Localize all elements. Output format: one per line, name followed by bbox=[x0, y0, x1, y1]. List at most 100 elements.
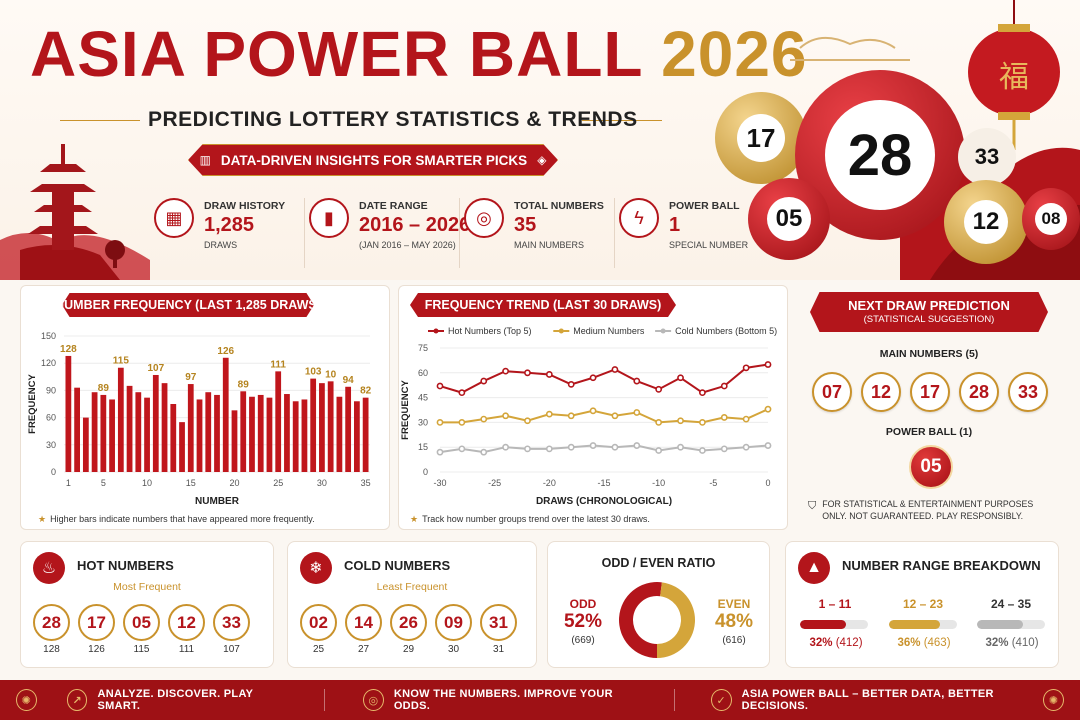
lantern-character: 福 bbox=[999, 60, 1029, 95]
data-point bbox=[458, 445, 466, 453]
ball-05: 05 bbox=[748, 178, 830, 260]
range-title: NUMBER RANGE BREAKDOWN bbox=[842, 558, 1041, 573]
data-point bbox=[611, 412, 619, 420]
footer-text: ASIA POWER BALL – BETTER DATA, BETTER DE… bbox=[741, 688, 994, 712]
bar bbox=[74, 387, 80, 472]
emblem-icon: ✺ bbox=[1043, 689, 1064, 711]
data-point bbox=[720, 445, 728, 453]
footer-text: ANALYZE. DISCOVER. PLAY SMART. bbox=[97, 688, 254, 712]
footer: ✺ ↗ ANALYZE. DISCOVER. PLAY SMART. ◎ KNO… bbox=[0, 680, 1080, 720]
even-stat: EVEN 48% (616) bbox=[706, 597, 762, 646]
ball-33: 33 bbox=[958, 128, 1016, 186]
emblem-icon: ✺ bbox=[16, 689, 37, 711]
range-label-1: 1 – 11 bbox=[800, 597, 870, 611]
range-percent: 32% bbox=[985, 637, 1009, 649]
number-count: 128 bbox=[43, 644, 60, 655]
number-ball: 31 bbox=[480, 604, 517, 641]
data-point bbox=[698, 419, 706, 426]
data-point bbox=[742, 415, 750, 423]
data-point bbox=[677, 417, 684, 425]
list-item: 31 31 bbox=[480, 604, 517, 655]
y-tick-label: 0 bbox=[423, 467, 428, 477]
data-point bbox=[633, 377, 641, 385]
bar bbox=[100, 394, 107, 472]
data-label: 115 bbox=[113, 356, 130, 367]
cold-numbers-title: COLD NUMBERS bbox=[344, 558, 451, 573]
data-point bbox=[764, 361, 772, 368]
diamond-icon: ◈ bbox=[537, 153, 547, 167]
star-icon: ★ bbox=[38, 514, 47, 524]
ball-number: 33 bbox=[974, 144, 1000, 169]
data-point bbox=[436, 382, 444, 390]
number-count: 107 bbox=[223, 644, 240, 655]
ball-number: 12 bbox=[964, 200, 1008, 244]
subtitle-line-left bbox=[60, 120, 140, 121]
data-point bbox=[545, 445, 553, 453]
bar bbox=[187, 384, 194, 472]
stat-draw-history: ▦ DRAW HISTORY 1,285 DRAWS bbox=[150, 198, 305, 268]
bar bbox=[284, 394, 290, 472]
main-numbers-label: MAIN NUMBERS (5) bbox=[879, 348, 979, 360]
number-count: 31 bbox=[492, 644, 505, 655]
data-point bbox=[524, 445, 531, 453]
footer-item: ✓ ASIA POWER BALL – BETTER DATA, BETTER … bbox=[710, 688, 1043, 712]
footer-item: ↗ ANALYZE. DISCOVER. PLAY SMART. bbox=[66, 688, 286, 712]
page-title: ASIA POWER BALL 2026 bbox=[30, 22, 808, 86]
trend-note: ★ Track how number groups trend over the … bbox=[410, 514, 650, 525]
number-count: 126 bbox=[88, 644, 105, 655]
frequency-panel-title: NUMBER FREQUENCY (LAST 1,285 DRAWS) bbox=[62, 293, 314, 317]
range-bar-2 bbox=[889, 620, 957, 629]
data-point bbox=[502, 367, 509, 375]
data-point bbox=[502, 443, 509, 451]
lottery-balls-illustration: 福 17 28 33 05 12 08 bbox=[700, 0, 1080, 280]
hot-numbers-sub: Most Frequent bbox=[113, 581, 181, 593]
stat-label: TOTAL NUMBERS bbox=[514, 200, 604, 212]
y-tick-label: 45 bbox=[418, 393, 428, 403]
odd-label: ODD bbox=[569, 597, 597, 611]
number-ball: 17 bbox=[78, 604, 115, 641]
data-label: 111 bbox=[270, 359, 286, 370]
disclaimer: ⛉ FOR STATISTICAL & ENTERTAINMENT PURPOS… bbox=[808, 499, 1058, 523]
series-line bbox=[439, 363, 769, 394]
data-point bbox=[436, 448, 444, 456]
growth-chart-icon: ↗ bbox=[66, 689, 88, 711]
range-fill bbox=[889, 620, 940, 629]
data-point bbox=[436, 419, 444, 426]
bar bbox=[327, 381, 334, 472]
stat-date-range: ▮ DATE RANGE 2016 – 2026 (JAN 2016 – MAY… bbox=[305, 198, 470, 268]
data-label: 89 bbox=[238, 379, 250, 390]
number-ball: 33 bbox=[213, 604, 250, 641]
data-point bbox=[764, 405, 772, 413]
list-item: 09 30 bbox=[435, 604, 472, 655]
data-point bbox=[677, 374, 684, 382]
stat-sub: SPECIAL NUMBER bbox=[669, 240, 749, 250]
x-tick-label: 0 bbox=[765, 478, 770, 488]
range-bar-1 bbox=[800, 620, 868, 629]
number-ball: 26 bbox=[390, 604, 427, 641]
range-count: (412) bbox=[835, 637, 863, 649]
bar bbox=[126, 385, 133, 472]
range-bar-3 bbox=[977, 620, 1045, 629]
data-point bbox=[742, 443, 750, 451]
data-label: 10 bbox=[325, 369, 337, 380]
bar bbox=[301, 399, 308, 472]
predicted-ball: 17 bbox=[910, 372, 950, 412]
data-point bbox=[655, 385, 663, 393]
number-ball: 02 bbox=[300, 604, 337, 641]
predicted-ball: 12 bbox=[861, 372, 901, 412]
donut-slice bbox=[619, 582, 662, 658]
x-tick-label: -25 bbox=[488, 478, 501, 488]
bar-chart-icon: ▮ bbox=[309, 198, 349, 238]
bar bbox=[292, 401, 299, 472]
y-axis-label: FREQUENCY bbox=[400, 380, 411, 440]
footer-divider bbox=[674, 689, 675, 711]
series-line bbox=[440, 408, 769, 424]
data-label: 82 bbox=[360, 386, 372, 397]
bar bbox=[266, 397, 273, 472]
bar bbox=[362, 397, 369, 472]
cold-numbers-list: 02 25 14 27 26 29 09 30 31 31 bbox=[300, 604, 517, 655]
odd-stat: ODD 52% (669) bbox=[555, 597, 611, 646]
prediction-subtitle: (STATISTICAL SUGGESTION) bbox=[863, 314, 995, 325]
data-point bbox=[502, 412, 509, 420]
